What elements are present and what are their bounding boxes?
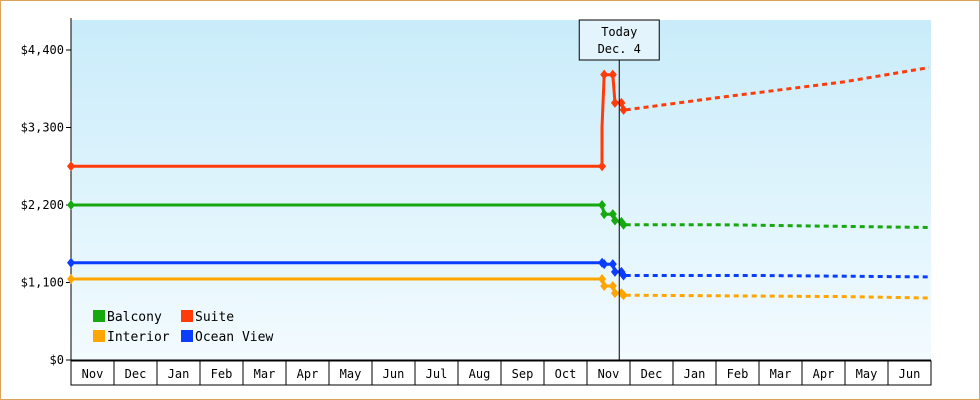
x-tick-label: Feb (727, 367, 749, 381)
legend-item-suite: Suite (181, 310, 234, 325)
data-point-ocean-view (608, 259, 617, 270)
data-point-suite (600, 69, 609, 80)
data-point-suite (608, 69, 617, 80)
data-point-ocean-view (619, 270, 628, 281)
legend-swatch-suite (181, 310, 193, 322)
x-tick-label: Jul (426, 367, 448, 381)
data-point-ocean-view (610, 266, 619, 277)
axes: $0 $1,100 $2,200 $3,300 $4,400 Nov Dec Jan Feb Ma… (21, 18, 932, 386)
y-tick-label: $2,200 (21, 198, 64, 212)
data-point-ocean-view (600, 259, 609, 270)
x-tick-label: Jan (684, 367, 706, 381)
data-point-interior (619, 290, 628, 301)
y-tick-label: $4,400 (21, 43, 64, 57)
plot-area (71, 20, 931, 360)
today-date: Dec. 4 (598, 42, 641, 56)
data-point-interior (67, 273, 75, 284)
x-tick-label: May (856, 367, 878, 381)
series-layer (67, 66, 930, 301)
series-ocean-view (67, 257, 929, 281)
legend-label-balcony: Balcony (107, 310, 162, 325)
today-marker: Today Dec. 4 (578, 19, 660, 360)
y-tick-label: $3,300 (21, 121, 64, 135)
data-point-suite (619, 104, 628, 115)
x-tick-label: Nov (598, 367, 620, 381)
x-tick-label: Nov (82, 367, 104, 381)
data-point-suite (67, 161, 75, 172)
x-tick-label: Dec (125, 367, 147, 381)
legend-swatch-balcony (93, 310, 105, 322)
forecast-line-interior (625, 293, 929, 300)
data-point-balcony (619, 219, 628, 230)
x-tick-label: May (340, 367, 362, 381)
x-tick-label: Apr (297, 367, 319, 381)
y-tick-label: $0 (50, 353, 64, 367)
x-tick-label: Oct (555, 367, 577, 381)
series-balcony (67, 200, 929, 230)
data-point-interior (610, 288, 619, 299)
today-label: Today (601, 25, 637, 39)
x-tick-label: Apr (813, 367, 835, 381)
x-tick-label: Jan (168, 367, 190, 381)
forecast-line-ocean-view (625, 274, 929, 279)
x-tick-label: Jun (383, 367, 405, 381)
legend-swatch-interior (93, 330, 105, 342)
data-point-interior (600, 281, 609, 292)
legend: Balcony Suite Interior Ocean View (93, 310, 273, 345)
x-tick-label: Jun (899, 367, 921, 381)
data-point-balcony (67, 200, 75, 210)
legend-item-balcony: Balcony (93, 310, 162, 325)
x-tick-label: Mar (770, 367, 792, 381)
y-tick-label: $1,100 (21, 276, 64, 290)
series-interior (67, 273, 929, 301)
x-tick-label: Mar (254, 367, 276, 381)
legend-item-interior: Interior (93, 330, 170, 345)
legend-label-ocean-view: Ocean View (195, 330, 273, 345)
today-box (578, 19, 660, 61)
forecast-line-suite (625, 66, 930, 112)
x-tick-label: Aug (469, 367, 491, 381)
legend-item-ocean-view: Ocean View (181, 330, 273, 345)
legend-label-suite: Suite (195, 310, 234, 325)
legend-swatch-ocean-view (181, 330, 193, 342)
data-point-ocean-view (67, 257, 75, 268)
x-tick-label: Feb (211, 367, 233, 381)
data-point-suite (610, 97, 619, 108)
series-suite (67, 66, 930, 172)
legend-label-interior: Interior (107, 330, 170, 345)
data-point-balcony (600, 209, 609, 220)
data-point-balcony (610, 215, 619, 226)
forecast-line-balcony (625, 223, 929, 229)
x-tick-label: Sep (512, 367, 534, 381)
data-point-suite (598, 161, 607, 172)
data-point-balcony (598, 200, 607, 210)
x-tick-label: Dec (641, 367, 663, 381)
